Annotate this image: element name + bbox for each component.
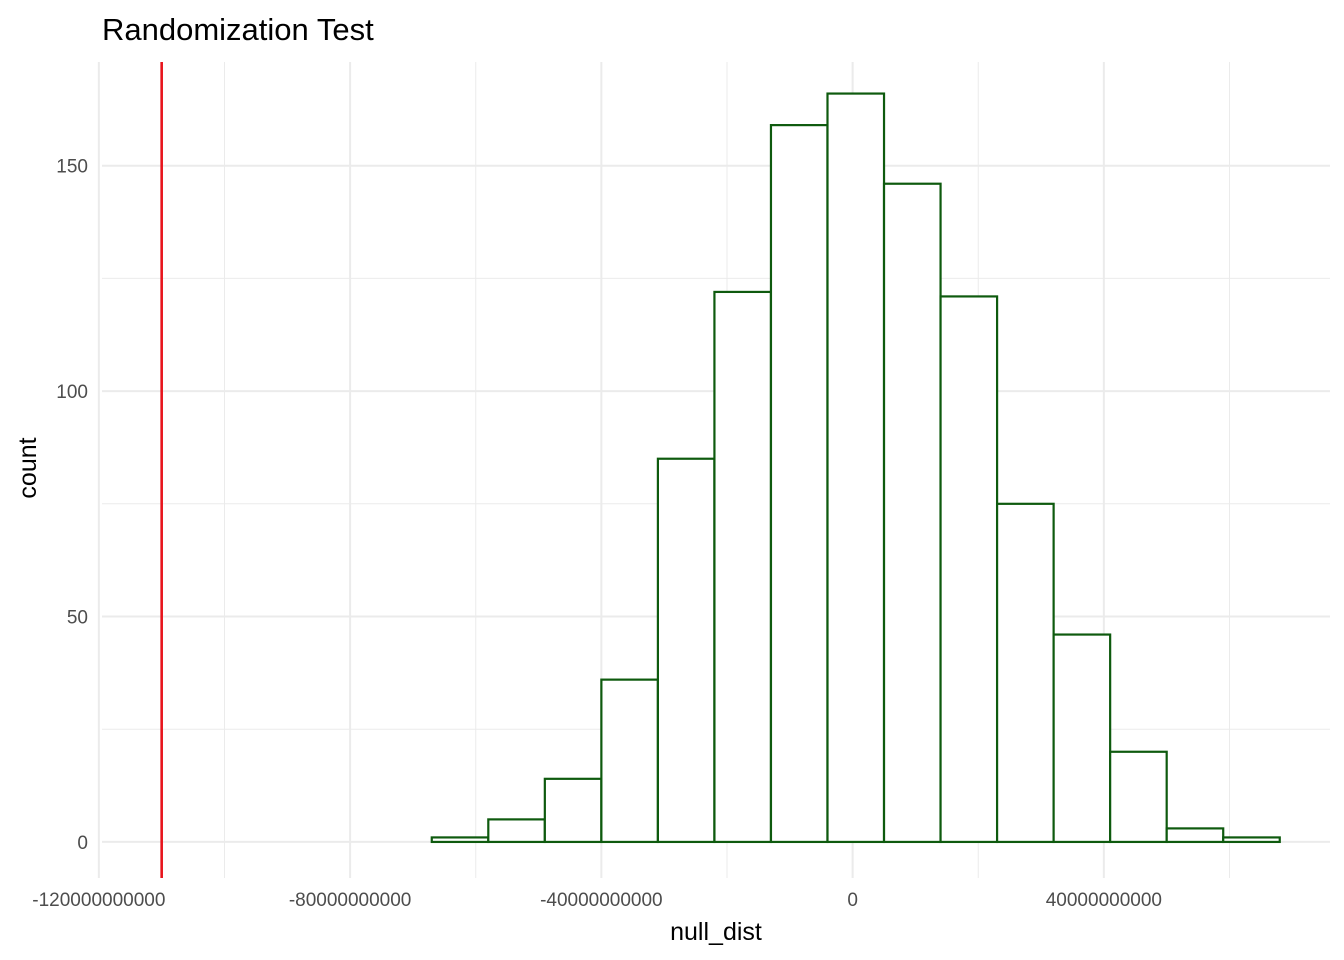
- histogram-bar-17: [1109, 750, 1168, 844]
- x-tick-label-2: -40000000000: [540, 890, 663, 911]
- histogram-bar-9: [656, 457, 716, 844]
- chart-title: Randomization Test: [102, 12, 374, 47]
- x-axis-tick-labels: -120000000000 -80000000000 -40000000000 0 40…: [32, 890, 1162, 911]
- y-axis-title: count: [14, 437, 42, 498]
- histogram-bar-19: [1222, 836, 1281, 844]
- x-tick-label-3: 0: [847, 890, 858, 911]
- x-axis-title: null_dist: [670, 918, 762, 946]
- histogram-bar-15: [995, 502, 1055, 844]
- histogram-bar-12: [826, 92, 886, 844]
- histogram-bars: [430, 92, 1281, 844]
- histogram-bar-10: [713, 290, 773, 844]
- y-tick-label-1: 50: [67, 608, 88, 629]
- histogram-bar-8: [600, 678, 659, 844]
- y-axis-tick-labels: 0 50 100 150: [56, 157, 88, 854]
- histogram-bar-6: [487, 818, 546, 844]
- histogram-bar-14: [939, 295, 999, 844]
- y-tick-label-3: 150: [56, 157, 88, 178]
- x-tick-label-4: 40000000000: [1046, 890, 1162, 911]
- x-tick-label-1: -80000000000: [289, 890, 412, 911]
- histogram-bar-11: [769, 124, 829, 844]
- histogram-bar-7: [543, 777, 603, 844]
- y-tick-label-2: 100: [56, 382, 88, 403]
- y-tick-label-0: 0: [77, 833, 88, 854]
- histogram-bar-5: [430, 836, 490, 844]
- x-tick-label-0: -120000000000: [32, 890, 165, 911]
- histogram-bar-16: [1052, 633, 1112, 844]
- histogram-bar-13: [882, 182, 942, 844]
- histogram-bar-18: [1165, 827, 1225, 844]
